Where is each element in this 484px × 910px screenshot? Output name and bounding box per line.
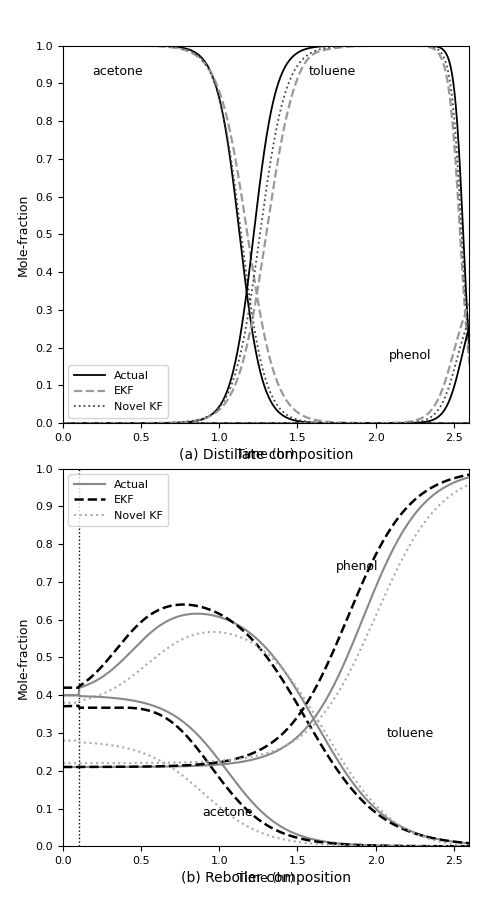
Text: toluene: toluene <box>386 726 434 740</box>
Y-axis label: Mole-fraction: Mole-fraction <box>17 193 30 276</box>
Legend: Actual, EKF, Novel KF: Actual, EKF, Novel KF <box>68 366 168 418</box>
Text: phenol: phenol <box>389 349 431 361</box>
X-axis label: Time (hr): Time (hr) <box>238 449 295 461</box>
Text: toluene: toluene <box>308 66 356 78</box>
Text: acetone: acetone <box>92 66 143 78</box>
Text: (a) Distillate composition: (a) Distillate composition <box>179 448 353 461</box>
Legend: Actual, EKF, Novel KF: Actual, EKF, Novel KF <box>68 474 168 526</box>
Text: (b) Reboiler composition: (b) Reboiler composition <box>181 871 351 885</box>
X-axis label: Time (hr): Time (hr) <box>238 872 295 885</box>
Text: phenol: phenol <box>335 561 378 573</box>
Y-axis label: Mole-fraction: Mole-fraction <box>17 616 30 699</box>
Text: acetone: acetone <box>202 806 253 819</box>
